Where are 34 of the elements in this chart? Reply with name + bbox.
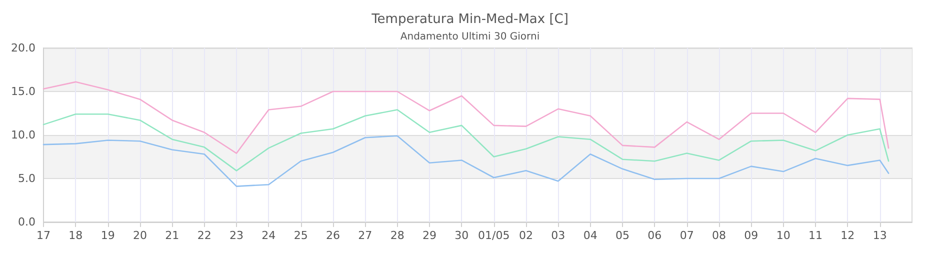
x-tick-label: 27 — [358, 229, 372, 242]
x-tick-label: 23 — [229, 229, 244, 242]
x-tick-label: 19 — [100, 229, 115, 242]
x-tick-label: 05 — [615, 229, 630, 242]
x-tick-label: 13 — [872, 229, 887, 242]
x-tick-label: 10 — [776, 229, 790, 242]
x-tick-label: 09 — [744, 229, 758, 242]
x-tick-label: 07 — [680, 229, 694, 242]
x-tick-label: 28 — [390, 229, 404, 242]
y-tick-label: 0.0 — [18, 216, 36, 228]
x-tick-label: 26 — [326, 229, 340, 242]
x-tick-label: 20 — [132, 229, 147, 242]
x-tick-label: 08 — [712, 229, 726, 242]
x-tick-label: 12 — [840, 229, 855, 242]
x-tick-label: 17 — [36, 229, 50, 242]
x-tick-label: 06 — [648, 229, 662, 242]
chart-title: Temperatura Min-Med-Max [C] — [370, 12, 568, 27]
x-tick-label: 30 — [454, 229, 469, 242]
x-tick-label: 03 — [551, 229, 566, 242]
y-tick-label: 5.0 — [18, 172, 36, 185]
chart-subtitle: Andamento Ultimi 30 Giorni — [400, 32, 540, 42]
x-tick-label: 29 — [422, 229, 436, 242]
y-tick-label: 15.0 — [10, 85, 36, 98]
x-tick-label: 21 — [165, 229, 180, 242]
x-tick-label: 25 — [294, 229, 308, 242]
x-tick-label: 24 — [262, 229, 276, 242]
y-tick-label: 10.0 — [10, 128, 36, 142]
x-tick-label: 04 — [583, 229, 598, 242]
x-tick-label: 01/05 — [478, 229, 510, 242]
x-tick-label: 02 — [518, 229, 533, 242]
x-tick-label: 11 — [808, 229, 822, 242]
x-tick-label: 22 — [197, 229, 212, 242]
y-tick-label: 20.0 — [10, 42, 36, 54]
x-tick-label: 18 — [68, 229, 83, 242]
